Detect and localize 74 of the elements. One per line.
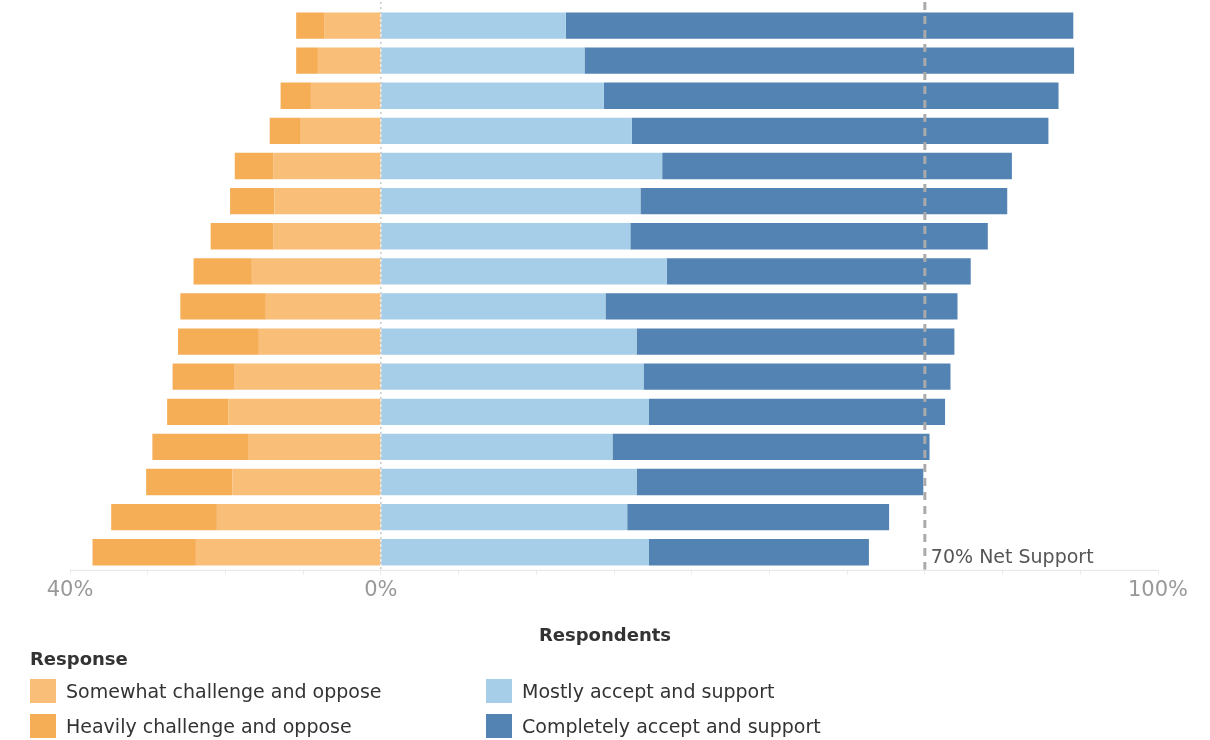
bar xyxy=(631,117,1049,145)
x-axis-title: Respondents xyxy=(537,624,673,645)
bar xyxy=(381,468,637,496)
bar xyxy=(265,293,381,320)
bar xyxy=(584,47,1075,74)
bar xyxy=(381,187,641,215)
bar xyxy=(612,433,930,461)
legend-label: Heavily challenge and oppose xyxy=(66,714,352,737)
legend-label: Completely accept and support xyxy=(522,714,821,737)
bar xyxy=(648,539,869,566)
bar xyxy=(216,503,381,531)
bar xyxy=(296,47,318,74)
bar xyxy=(269,117,301,145)
bar xyxy=(605,293,958,320)
x-tick-label: 40% xyxy=(46,576,94,601)
bar xyxy=(232,468,381,496)
bar xyxy=(230,187,275,215)
bar xyxy=(310,82,381,109)
bar xyxy=(111,503,217,531)
ref-line-label: 70% Net Support xyxy=(930,545,1094,568)
bar xyxy=(234,152,274,180)
bar xyxy=(258,328,381,355)
bar xyxy=(648,398,946,425)
bar xyxy=(636,328,955,355)
x-tick-label: 0% xyxy=(364,576,398,601)
bar xyxy=(296,12,325,39)
bar xyxy=(247,433,381,461)
bar xyxy=(662,152,1012,180)
x-tick-label: 100% xyxy=(1127,576,1189,601)
bar xyxy=(324,12,381,39)
bar xyxy=(381,503,628,531)
bar xyxy=(195,539,381,566)
bar xyxy=(317,47,381,74)
bar xyxy=(643,363,951,390)
bar xyxy=(167,398,229,425)
bar xyxy=(228,398,381,425)
bar xyxy=(381,258,667,285)
bar xyxy=(234,363,381,390)
bar xyxy=(381,223,631,250)
bar xyxy=(381,539,649,566)
bar xyxy=(180,293,266,320)
bar xyxy=(381,117,632,145)
bar xyxy=(273,223,381,250)
bar xyxy=(193,258,252,285)
bar xyxy=(565,12,1074,39)
bar xyxy=(381,293,606,320)
bar xyxy=(381,47,585,74)
bar xyxy=(273,152,381,180)
bar xyxy=(381,328,637,355)
bar xyxy=(603,82,1059,109)
bar xyxy=(92,539,196,566)
legend-label: Mostly accept and support xyxy=(522,679,775,702)
bar xyxy=(146,468,233,496)
bar xyxy=(152,433,248,461)
bar xyxy=(381,12,566,39)
bar xyxy=(274,187,381,215)
bar xyxy=(381,398,649,425)
bar xyxy=(640,187,1008,215)
bar xyxy=(251,258,381,285)
bar xyxy=(381,363,644,390)
bar xyxy=(381,433,613,461)
bar xyxy=(627,503,890,531)
bar xyxy=(178,328,259,355)
legend-title: Response xyxy=(30,648,129,669)
legend-label: Somewhat challenge and oppose xyxy=(66,679,382,702)
bar xyxy=(630,223,988,250)
bar xyxy=(381,152,663,180)
bar xyxy=(172,363,235,390)
bar xyxy=(666,258,971,285)
bar xyxy=(381,82,604,109)
bar xyxy=(280,82,311,109)
bar xyxy=(636,468,924,496)
bar xyxy=(210,223,274,250)
bar xyxy=(300,117,381,145)
